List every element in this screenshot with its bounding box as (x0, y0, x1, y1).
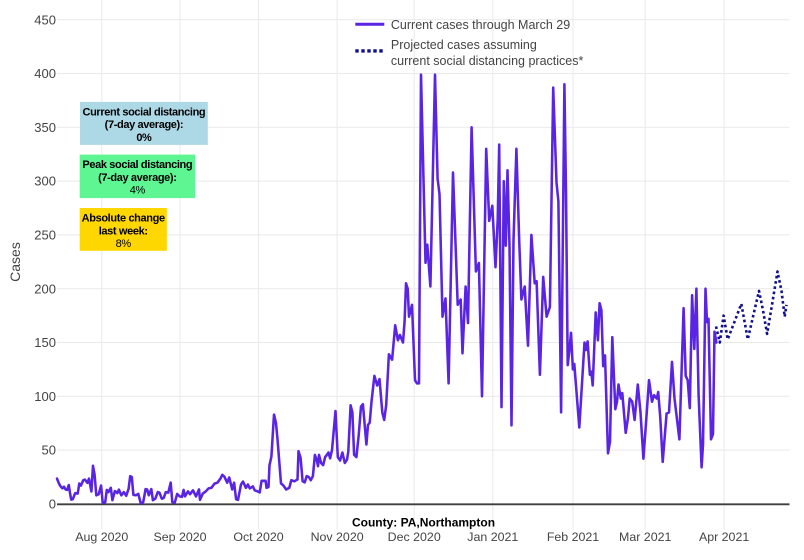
svg-text:300: 300 (34, 174, 56, 189)
svg-text:Peak social distancing: Peak social distancing (82, 159, 192, 171)
svg-text:Jan 2021: Jan 2021 (467, 530, 518, 544)
svg-text:150: 150 (34, 335, 56, 350)
svg-text:Cases: Cases (7, 242, 23, 282)
svg-text:4%: 4% (130, 185, 146, 197)
svg-text:current social distancing prac: current social distancing practices* (391, 54, 584, 68)
svg-text:0: 0 (49, 497, 56, 512)
svg-text:450: 450 (34, 12, 56, 27)
svg-text:200: 200 (34, 281, 56, 296)
svg-text:Nov 2020: Nov 2020 (311, 530, 364, 544)
svg-text:Dec 2020: Dec 2020 (388, 530, 441, 544)
svg-text:0%: 0% (136, 132, 152, 144)
svg-text:Apr 2021: Apr 2021 (699, 530, 749, 544)
svg-text:Oct 2020: Oct 2020 (233, 530, 283, 544)
svg-text:Sep 2020: Sep 2020 (153, 530, 206, 544)
svg-text:Mar 2021: Mar 2021 (619, 530, 671, 544)
svg-text:Current cases through March 29: Current cases through March 29 (391, 18, 570, 32)
svg-text:Projected cases assuming: Projected cases assuming (391, 38, 537, 52)
svg-text:(7-day average):: (7-day average): (98, 172, 176, 184)
svg-text:350: 350 (34, 120, 56, 135)
svg-text:(7-day average):: (7-day average): (105, 119, 183, 131)
svg-text:Feb 2021: Feb 2021 (547, 530, 599, 544)
svg-text:8%: 8% (116, 238, 132, 250)
svg-text:50: 50 (42, 443, 56, 458)
svg-text:County: PA,Northampton: County: PA,Northampton (352, 516, 495, 530)
svg-text:Aug 2020: Aug 2020 (75, 530, 128, 544)
svg-text:250: 250 (34, 228, 56, 243)
svg-text:Current social distancing: Current social distancing (83, 106, 206, 118)
svg-text:400: 400 (34, 66, 56, 81)
svg-text:100: 100 (34, 389, 56, 404)
svg-text:last week:: last week: (99, 225, 148, 237)
svg-text:Absolute change: Absolute change (82, 213, 165, 225)
